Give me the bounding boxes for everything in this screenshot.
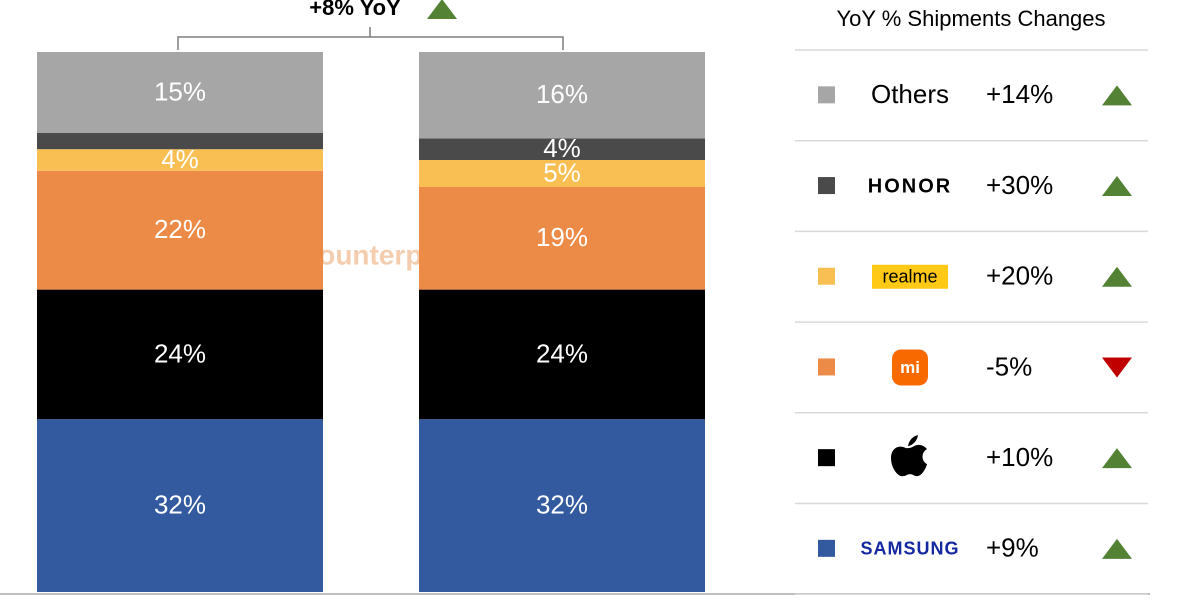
legend-swatch xyxy=(818,539,835,557)
up-arrow xyxy=(1102,85,1132,106)
bar-segment xyxy=(37,170,323,290)
brand-badge xyxy=(872,264,948,289)
apple-logo xyxy=(891,435,927,477)
yoy-change: +30% xyxy=(986,170,1053,200)
brand-wordmark: realme xyxy=(882,267,937,287)
bar-segment xyxy=(37,289,323,420)
bar-segment xyxy=(419,138,705,160)
bar-segment xyxy=(419,289,705,420)
legend-swatch xyxy=(818,449,835,467)
annotation-text: +8% YoY xyxy=(309,0,401,20)
legend-swatch xyxy=(818,177,835,195)
bracket xyxy=(177,27,564,50)
bar-segment xyxy=(419,187,705,290)
bar-segment xyxy=(37,133,323,150)
data-label: 24% xyxy=(536,338,588,368)
legend-swatch xyxy=(818,267,835,285)
brand-wordmark: HONOR xyxy=(868,175,952,197)
data-label: 5% xyxy=(543,157,581,187)
data-label: 24% xyxy=(154,338,206,368)
up-arrow xyxy=(1102,448,1132,469)
legend-swatch xyxy=(818,358,835,376)
brand-wordmark: SAMSUNG xyxy=(860,539,959,559)
bar-segment xyxy=(419,160,705,187)
bar-segment xyxy=(419,52,705,139)
yoy-change: -5% xyxy=(986,351,1032,381)
up-arrow xyxy=(1102,176,1132,197)
data-label: 15% xyxy=(154,76,206,106)
up-arrow xyxy=(1102,538,1132,559)
bar-segment xyxy=(37,52,323,133)
bar-segment xyxy=(419,419,705,592)
bar-segment xyxy=(37,149,323,171)
data-label: 32% xyxy=(154,489,206,519)
data-label: 32% xyxy=(536,489,588,519)
up-arrow xyxy=(1102,266,1132,287)
yoy-change: +9% xyxy=(986,533,1039,563)
down-arrow xyxy=(1102,357,1132,378)
legend-label: Others xyxy=(871,79,949,109)
bar-segment xyxy=(37,419,323,592)
data-label: 22% xyxy=(154,214,206,244)
yoy-change: +20% xyxy=(986,261,1053,291)
legend-swatch xyxy=(818,86,835,104)
data-label: 19% xyxy=(536,222,588,252)
yoy-change: +10% xyxy=(986,442,1053,472)
data-label: 16% xyxy=(536,79,588,109)
brand-badge xyxy=(892,349,928,386)
legend-title: YoY % Shipments Changes xyxy=(836,6,1105,31)
brand-wordmark: mi xyxy=(900,358,920,377)
yoy-change: +14% xyxy=(986,79,1053,109)
up-arrow xyxy=(427,0,457,19)
